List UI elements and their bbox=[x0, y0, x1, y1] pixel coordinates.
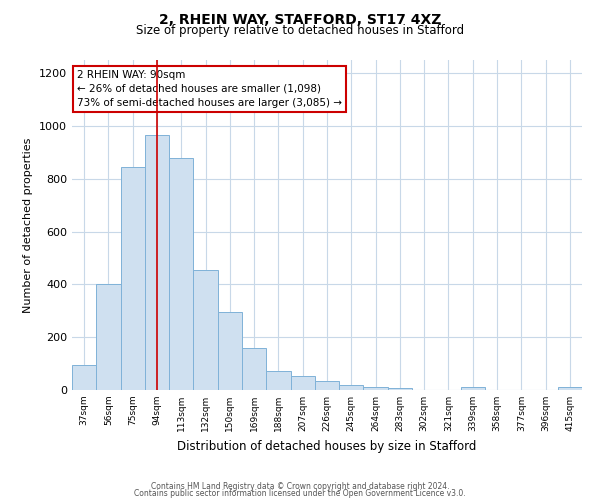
Bar bbox=[461, 387, 485, 390]
Bar bbox=[242, 348, 266, 390]
Bar bbox=[72, 365, 96, 390]
Bar bbox=[558, 387, 582, 390]
Text: Size of property relative to detached houses in Stafford: Size of property relative to detached ho… bbox=[136, 24, 464, 37]
Bar bbox=[388, 388, 412, 390]
X-axis label: Distribution of detached houses by size in Stafford: Distribution of detached houses by size … bbox=[178, 440, 476, 452]
Text: 2 RHEIN WAY: 90sqm
← 26% of detached houses are smaller (1,098)
73% of semi-deta: 2 RHEIN WAY: 90sqm ← 26% of detached hou… bbox=[77, 70, 342, 108]
Bar bbox=[364, 388, 388, 390]
Bar bbox=[193, 270, 218, 390]
Bar bbox=[266, 371, 290, 390]
Text: Contains public sector information licensed under the Open Government Licence v3: Contains public sector information licen… bbox=[134, 490, 466, 498]
Bar bbox=[315, 381, 339, 390]
Y-axis label: Number of detached properties: Number of detached properties bbox=[23, 138, 34, 312]
Bar bbox=[121, 167, 145, 390]
Bar bbox=[290, 376, 315, 390]
Bar bbox=[218, 312, 242, 390]
Text: Contains HM Land Registry data © Crown copyright and database right 2024.: Contains HM Land Registry data © Crown c… bbox=[151, 482, 449, 491]
Bar bbox=[96, 284, 121, 390]
Bar bbox=[145, 135, 169, 390]
Bar bbox=[339, 385, 364, 390]
Text: 2, RHEIN WAY, STAFFORD, ST17 4XZ: 2, RHEIN WAY, STAFFORD, ST17 4XZ bbox=[159, 12, 441, 26]
Bar bbox=[169, 158, 193, 390]
